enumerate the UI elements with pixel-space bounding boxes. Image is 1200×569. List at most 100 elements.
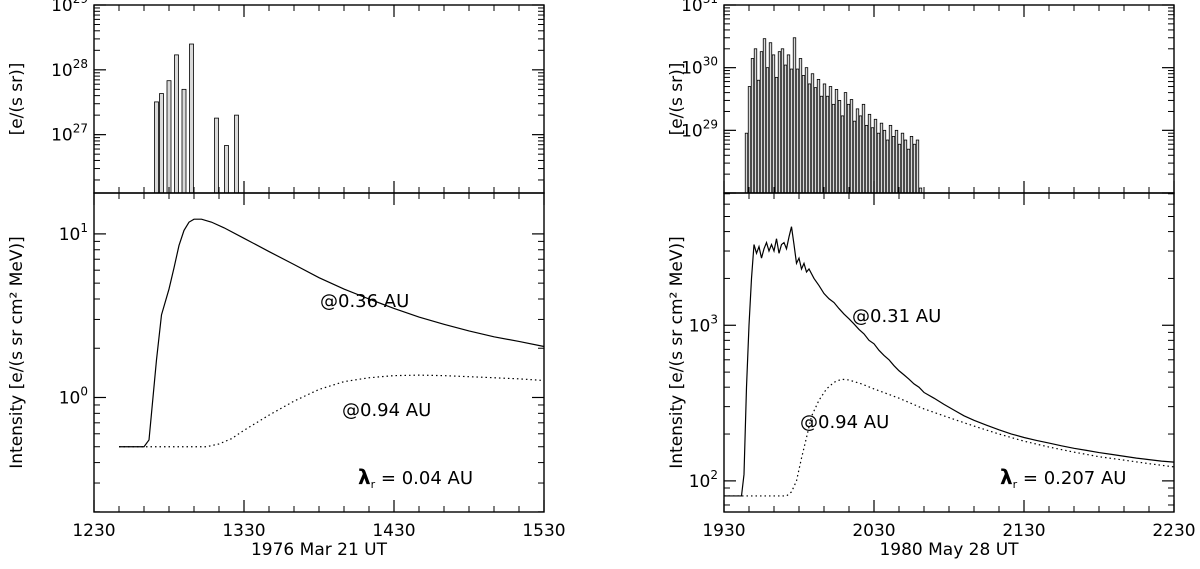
histogram-bar: [804, 67, 809, 194]
top-y-axis-title: [e/(s sr)]: [7, 63, 27, 136]
y-tick-label: 100: [59, 384, 88, 408]
x-tick-label: 2130: [1002, 521, 1045, 541]
series-label-near: @0.31 AU: [852, 306, 941, 327]
tick-label-exponent: 29: [73, 0, 88, 6]
y-tick-label: 1030: [681, 55, 718, 79]
y-tick-label: 1028: [51, 57, 88, 81]
histogram-bar: [822, 83, 827, 194]
histogram-bar: [813, 87, 818, 194]
histogram-bar: [744, 132, 749, 194]
lambda-value: = 0.207 AU: [1017, 468, 1126, 489]
bottom-panel-frame: [93, 192, 545, 513]
histogram-bar: [762, 38, 767, 194]
histogram-bar: [909, 136, 914, 194]
histogram-bar: [891, 136, 896, 194]
histogram-bar: [795, 68, 800, 194]
lambda-subscript: r: [371, 478, 376, 491]
histogram-bar: [867, 113, 872, 194]
histogram-bar: [753, 48, 758, 194]
histogram-bar: [879, 122, 884, 194]
x-axis-title: 1980 May 28 UT: [879, 540, 1019, 560]
histogram-bar: [858, 115, 863, 194]
histogram-bar: [771, 54, 776, 194]
y-tick-label: 1027: [51, 122, 88, 146]
tick-label-base: 10: [51, 61, 73, 81]
tick-label-exponent: 3: [710, 312, 718, 326]
histogram-bar: [166, 80, 172, 194]
top-y-axis-title: [e/(s sr)]: [667, 63, 687, 136]
histogram-bar: [870, 127, 875, 194]
histogram-bar: [774, 76, 779, 194]
tick-label-exponent: 27: [73, 122, 88, 136]
tick-label-base: 10: [681, 121, 703, 141]
tick-label-exponent: 28: [73, 57, 88, 71]
x-tick-label: 1430: [372, 521, 415, 541]
x-tick-label: 1530: [522, 521, 565, 541]
histogram-bar: [234, 114, 239, 194]
series-line-0-94-au: [724, 378, 1175, 497]
x-axis-title: 1976 Mar 21 UT: [251, 540, 388, 560]
x-tick-label: 2230: [1152, 521, 1195, 541]
histogram-bar: [900, 132, 905, 194]
histogram-bar: [849, 99, 854, 194]
histogram-bar: [801, 75, 806, 194]
series-label-far: @0.94 AU: [342, 400, 431, 421]
tick-label-exponent: 0: [80, 384, 88, 398]
histogram-bar: [825, 95, 830, 194]
histogram-bar: [181, 88, 187, 194]
histogram-bar: [189, 43, 194, 194]
histogram-bar: [861, 103, 866, 194]
tick-label-base: 10: [681, 0, 703, 16]
y-tick-label: 102: [689, 468, 718, 492]
tick-label-base: 10: [59, 225, 81, 245]
histogram-bar: [214, 117, 219, 194]
y-tick-label: 101: [59, 221, 88, 245]
tick-label-exponent: 29: [703, 117, 718, 131]
histogram-bar: [894, 129, 899, 194]
histogram-bar: [906, 148, 911, 194]
x-tick-label: 1230: [72, 521, 115, 541]
histogram-bar: [918, 187, 923, 194]
histogram-bar: [852, 120, 857, 194]
histogram-bar: [792, 37, 797, 194]
bottom-panel-frame: [723, 192, 1175, 513]
bottom-y-axis-title: Intensity [e/(s sr cm² MeV)]: [7, 236, 27, 469]
histogram-bar: [864, 124, 869, 194]
x-tick-label: 1930: [702, 521, 745, 541]
histogram-bar: [747, 86, 752, 194]
histogram-bar: [855, 108, 860, 194]
histogram-bar: [224, 145, 229, 194]
histogram-bar: [885, 139, 890, 194]
lambda-subscript: r: [1013, 478, 1018, 491]
histogram-bar: [846, 103, 851, 194]
tick-label-base: 10: [51, 0, 73, 16]
histogram-bar: [783, 64, 788, 194]
x-tick-label: 2030: [852, 521, 895, 541]
histogram-bar: [810, 73, 815, 194]
histogram-bar: [798, 58, 803, 194]
histogram-bar: [765, 67, 770, 194]
histogram-bar: [756, 79, 761, 194]
histogram-bar: [174, 54, 179, 194]
histogram-bar: [750, 58, 755, 194]
series-line-near-sun: [724, 226, 1175, 497]
histogram-bar: [834, 89, 839, 194]
y-tick-label: 1029: [681, 117, 718, 141]
tick-label-base: 10: [689, 472, 711, 492]
histogram-bar: [888, 124, 893, 194]
histogram-bar: [873, 118, 878, 194]
tick-label-exponent: 2: [710, 468, 718, 482]
lambda-value: = 0.04 AU: [375, 468, 473, 489]
tick-label-base: 10: [51, 126, 73, 146]
x-tick-label: 1330: [222, 521, 265, 541]
histogram-bar: [882, 129, 887, 194]
histogram-bar: [786, 54, 791, 194]
histogram-bar: [768, 42, 773, 194]
tick-label-base: 10: [59, 388, 81, 408]
series-label-far: @0.94 AU: [800, 412, 889, 433]
histogram-bar: [843, 92, 848, 194]
histogram-bar: [876, 132, 881, 194]
histogram-bar: [759, 51, 764, 194]
